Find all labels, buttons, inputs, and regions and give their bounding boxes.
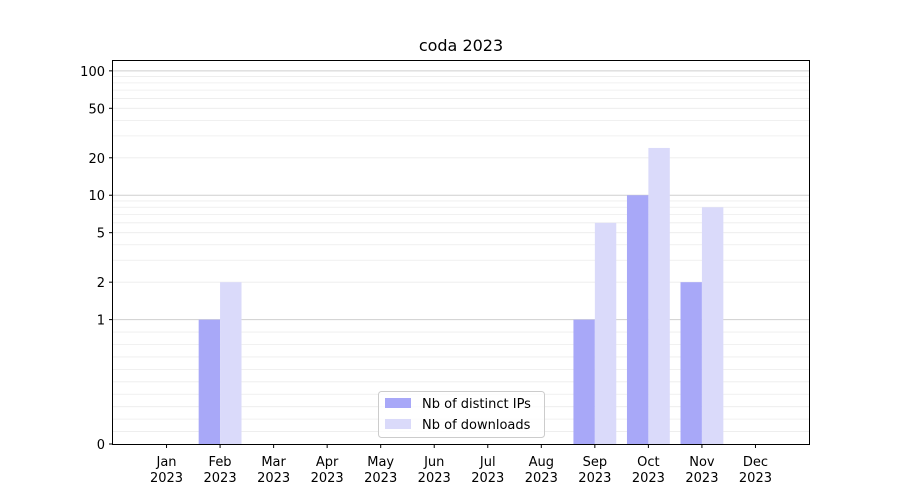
plot-frame — [112, 60, 810, 445]
x-tick-label: Dec 2023 — [739, 455, 772, 486]
x-tick-label: Sep 2023 — [578, 455, 611, 486]
legend-swatch-distinct-ips — [385, 398, 411, 408]
x-tick-label: Jan 2023 — [150, 455, 183, 486]
y-tick-label: 50 — [88, 102, 105, 117]
y-tick-label: 100 — [80, 65, 105, 80]
legend: Nb of distinct IPs Nb of downloads — [378, 391, 545, 438]
y-axis: 0 1 2 5 10 20 50 100 — [80, 65, 113, 453]
legend-label-distinct-ips: Nb of distinct IPs — [422, 397, 531, 412]
x-tick-label: Jul 2023 — [471, 455, 504, 486]
x-axis: Jan 2023 Feb 2023 Mar 2023 Apr 2023 May 2023 Jun 20… — [150, 444, 772, 486]
x-tick-label: Jun 2023 — [418, 455, 451, 486]
bar-downloads-oct — [648, 147, 670, 444]
bar-downloads-sep — [594, 222, 617, 444]
x-tick-label: Apr 2023 — [311, 455, 344, 486]
y-tick-label: 1 — [97, 314, 105, 329]
y-tick-label: 5 — [97, 227, 105, 242]
legend-frame — [378, 391, 545, 438]
x-tick-label: Mar 2023 — [257, 455, 290, 486]
y-tick-label: 0 — [97, 438, 105, 453]
y-tick-label: 20 — [88, 152, 105, 167]
x-tick-label: Oct 2023 — [632, 455, 665, 486]
legend-label-downloads: Nb of downloads — [422, 418, 531, 433]
bar-downloads-feb — [220, 282, 242, 444]
legend-swatch-downloads — [385, 419, 411, 429]
x-tick-label: Feb 2023 — [204, 455, 237, 486]
bar-distinct-ips-nov — [680, 282, 702, 444]
bar-distinct-ips-feb — [198, 319, 221, 444]
bar-distinct-ips-sep — [573, 319, 595, 444]
x-tick-label: Nov 2023 — [685, 455, 718, 486]
bars — [198, 147, 724, 444]
x-tick-label: Aug 2023 — [525, 455, 558, 486]
y-tick-label: 10 — [88, 189, 105, 204]
bar-downloads-nov — [701, 207, 724, 444]
y-tick-label: 2 — [97, 276, 105, 291]
chart-title: coda 2023 — [419, 36, 503, 55]
bar-distinct-ips-oct — [626, 195, 649, 444]
x-tick-label: May 2023 — [364, 455, 397, 486]
